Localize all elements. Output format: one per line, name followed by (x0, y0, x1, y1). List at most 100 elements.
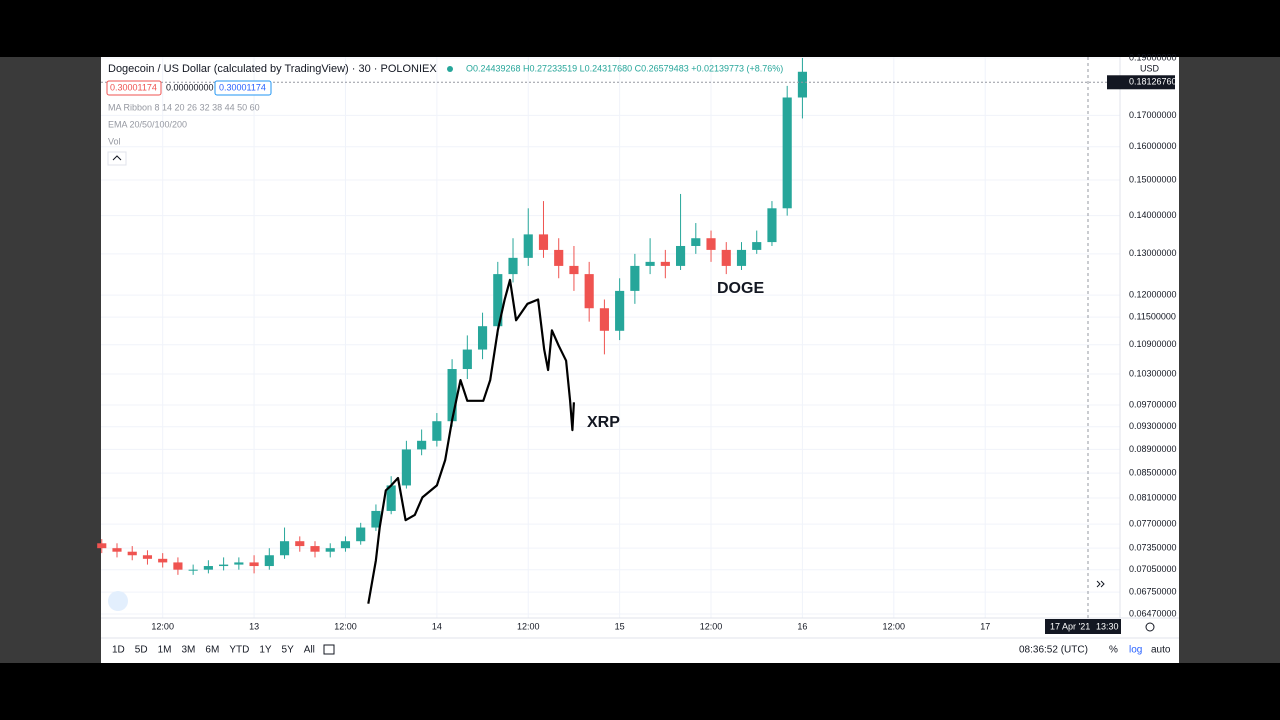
annotation: XRP (587, 414, 620, 431)
ohlc: O0.24439268 H0.27233519 L0.24317680 C0.2… (466, 63, 783, 73)
currency[interactable]: USD (1140, 63, 1160, 73)
y-tick-label: 0.07050000 (1129, 564, 1177, 574)
y-tick-label: 0.07350000 (1129, 543, 1177, 553)
candle-body (797, 71, 807, 98)
collapse-icon (112, 155, 122, 161)
candle-body (234, 562, 244, 565)
candle-body (752, 242, 762, 250)
candle-body (158, 558, 168, 563)
y-tick-label: 0.16000000 (1129, 141, 1177, 151)
x-tick-label: 13 (249, 621, 259, 631)
x-tick-label: 12:00 (883, 621, 906, 631)
candle-body (584, 274, 594, 309)
candle-body (356, 527, 366, 542)
status-dot (447, 66, 453, 72)
candle-body (97, 543, 107, 549)
auto-toggle[interactable]: auto (1151, 645, 1171, 656)
candle-body (569, 265, 579, 275)
candle-body (127, 551, 137, 556)
y-tick-label: 0.19000000 (1129, 52, 1177, 62)
candle-body (310, 546, 320, 552)
period-button[interactable]: 6M (205, 645, 219, 656)
candle-body (660, 261, 670, 266)
y-tick-label: 0.10900000 (1129, 339, 1177, 349)
candle-body (401, 449, 411, 486)
candle-body (325, 548, 335, 552)
y-tick-label: 0.09700000 (1129, 399, 1177, 409)
y-tick-label: 0.08100000 (1129, 492, 1177, 502)
crosshair-date: 17 Apr '21 (1050, 621, 1090, 631)
box (214, 80, 272, 96)
y-tick-label: 0.06750000 (1129, 587, 1177, 597)
candle-body (188, 569, 198, 571)
box-value: 0.30001174 (219, 82, 266, 92)
y-tick-label: 0.08500000 (1129, 468, 1177, 478)
chart-panel (101, 57, 1179, 663)
candle-body (340, 541, 351, 549)
candle-body (249, 562, 259, 567)
candle-body (417, 440, 427, 450)
candle-body (675, 245, 686, 266)
currency-box[interactable] (1128, 62, 1174, 75)
candle-body (462, 349, 472, 370)
crosshair-tag (1045, 619, 1121, 634)
candle-body (279, 541, 290, 556)
period-button[interactable]: 5Y (282, 645, 295, 656)
period-button[interactable]: 1M (158, 645, 172, 656)
period-button[interactable]: 3M (182, 645, 196, 656)
overlay-line (367, 278, 575, 604)
candle-body (219, 564, 229, 567)
period-button[interactable]: 1D (112, 645, 125, 656)
indicator[interactable]: EMA 20/50/100/200 (108, 119, 187, 129)
candle-body (645, 261, 655, 266)
candle-body (447, 369, 457, 422)
collapse-button[interactable] (107, 151, 127, 166)
candle-body (264, 555, 274, 567)
period-button[interactable]: All (304, 645, 315, 656)
candle-body (173, 562, 183, 570)
x-tick-label: 16 (797, 621, 807, 631)
price-tag-label: 0.18126760 (1129, 77, 1177, 87)
candle-body (523, 234, 533, 258)
logo[interactable] (108, 591, 128, 611)
settings-icon[interactable] (1145, 622, 1155, 632)
candle-body (782, 97, 792, 209)
indicator[interactable]: MA Ribbon 8 14 20 26 32 38 44 50 60 (108, 102, 260, 112)
x-tick-label: 12:00 (517, 621, 540, 631)
candle-body (630, 265, 640, 291)
period-button[interactable]: 1Y (259, 645, 272, 656)
symbol-title[interactable]: Dogecoin / US Dollar (calculated by Trad… (108, 63, 437, 75)
y-tick-label: 0.06470000 (1129, 608, 1177, 618)
y-tick-label: 0.17000000 (1129, 110, 1177, 120)
candle-body (615, 290, 625, 331)
y-tick-label: 0.08900000 (1129, 444, 1177, 454)
y-tick-label: 0.10300000 (1129, 368, 1177, 378)
x-tick-label: 12:00 (151, 621, 174, 631)
period-button[interactable]: 5D (135, 645, 148, 656)
x-tick-label: 14 (432, 621, 442, 631)
log-toggle[interactable]: log (1129, 645, 1142, 656)
period-button[interactable]: YTD (229, 645, 249, 656)
percent-toggle[interactable]: % (1109, 645, 1118, 656)
y-tick-label: 0.15000000 (1129, 174, 1177, 184)
price-tag (1107, 75, 1175, 90)
candle-body (386, 485, 396, 511)
x-tick-label: 12:00 (700, 621, 723, 631)
indicator[interactable]: Vol (108, 136, 121, 146)
candle-body (203, 566, 213, 570)
candle-body (691, 238, 701, 246)
box-value: 0.30001174 (110, 82, 157, 92)
x-tick-label: 15 (615, 621, 625, 631)
candle-body (295, 541, 305, 547)
y-tick-label: 0.13000000 (1129, 248, 1177, 258)
box (106, 80, 162, 96)
clock: 08:36:52 (UTC) (1019, 645, 1088, 656)
x-tick-label: 12:00 (334, 621, 357, 631)
box-value: 0.00000000 (166, 82, 214, 92)
scroll-button[interactable] (1096, 580, 1105, 588)
candle-body (477, 326, 488, 350)
candle-body (142, 555, 153, 559)
candle-body (721, 249, 731, 266)
date-range-icon[interactable] (323, 644, 335, 655)
